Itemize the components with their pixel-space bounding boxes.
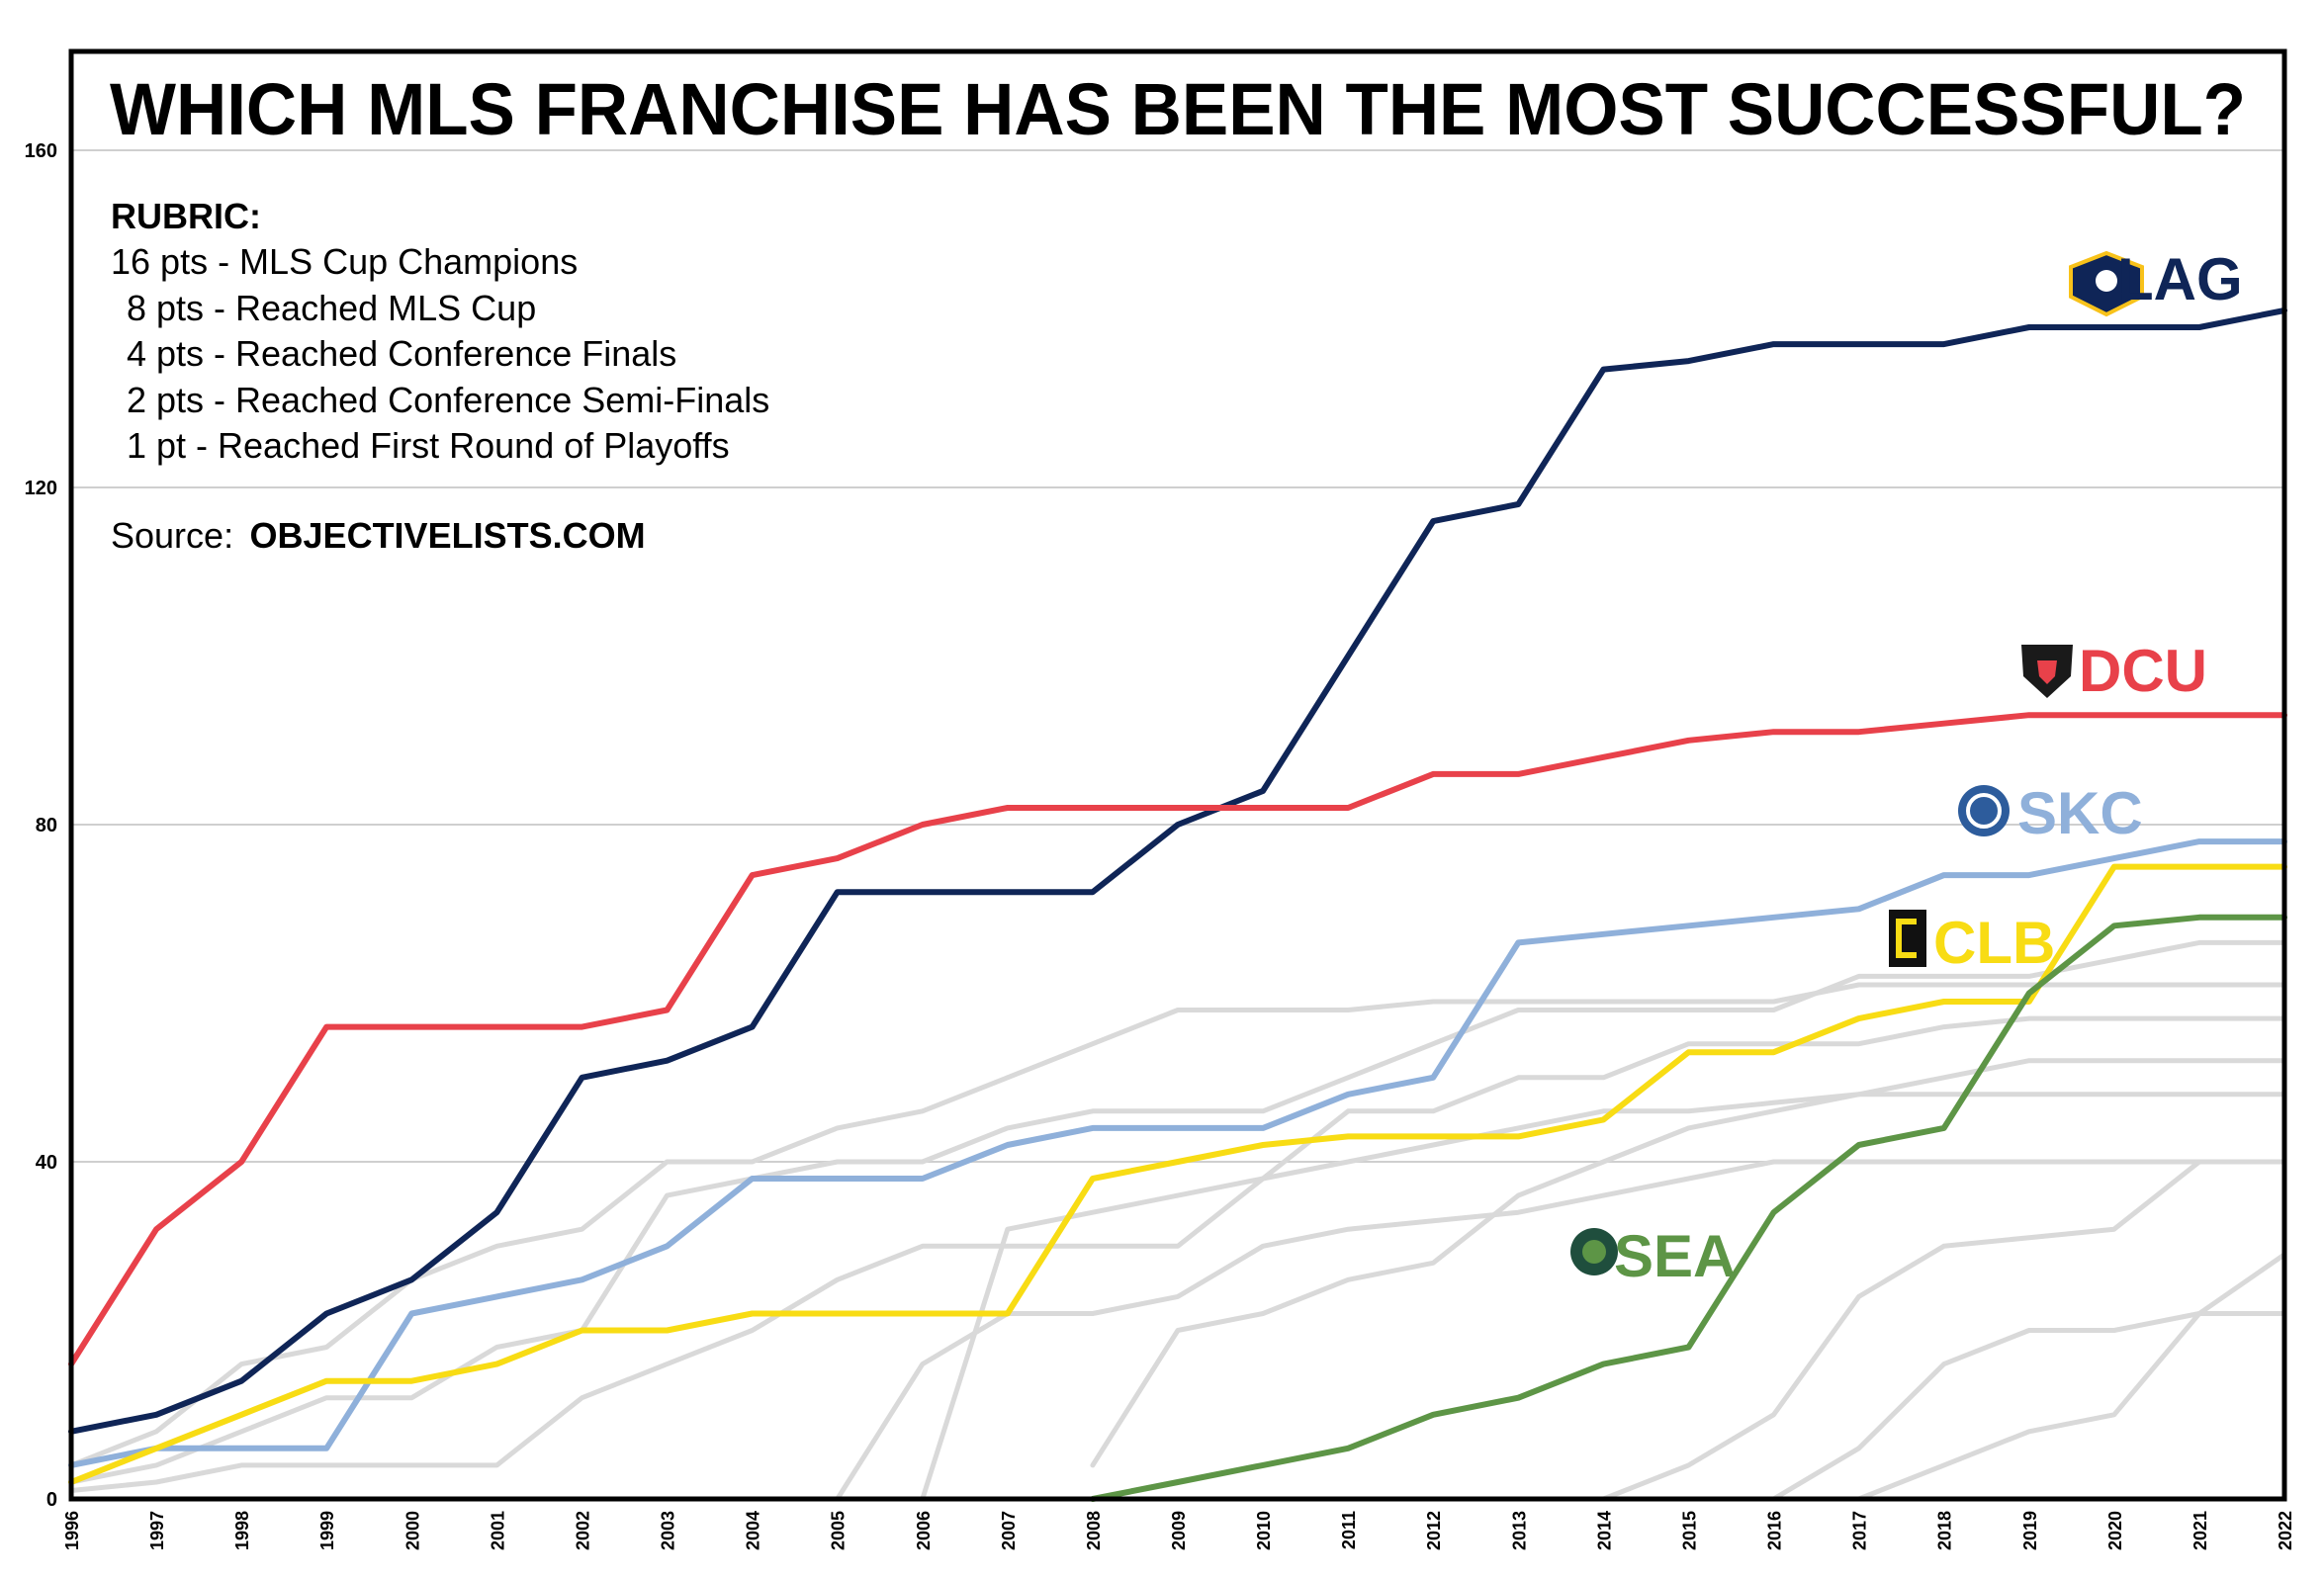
- highlighted-series: [68, 308, 2287, 1502]
- series-label-lag: LAG: [2117, 246, 2243, 312]
- x-tick-label: 2011: [1339, 1511, 1359, 1549]
- background-series: [68, 939, 2287, 1502]
- plot-frame: [68, 48, 2287, 1502]
- rubric-line: 8 pts - Reached MLS Cup: [127, 288, 536, 328]
- y-axis-ticks: 0 40 80 120 160: [25, 140, 57, 1511]
- series-line-other-1: [68, 982, 2287, 1468]
- x-tick-label: 2009: [1169, 1511, 1189, 1550]
- lag-logo-icon: [2069, 250, 2144, 317]
- x-tick-label: 2012: [1424, 1511, 1444, 1550]
- series-line-other-7: [1600, 1159, 2287, 1502]
- series-line-other-4: [835, 1092, 2287, 1502]
- rubric-box: RUBRIC: 16 pts - MLS Cup Champions 8 pts…: [111, 196, 769, 556]
- rubric-line: 4 pts - Reached Conference Finals: [127, 333, 676, 374]
- source-name: OBJECTIVELISTS.COM: [250, 515, 646, 556]
- x-tick-label: 2002: [573, 1511, 592, 1550]
- rubric-heading: RUBRIC:: [111, 196, 261, 236]
- dcu-logo-icon: [2021, 645, 2073, 698]
- source-line: Source: OBJECTIVELISTS.COM: [111, 515, 646, 556]
- y-tick-label: 0: [46, 1489, 57, 1511]
- series-line-other-2: [68, 939, 2287, 1485]
- x-tick-label: 2020: [2105, 1511, 2125, 1550]
- x-tick-label: 2021: [2190, 1511, 2210, 1550]
- series-line-lag: [68, 308, 2287, 1435]
- x-tick-label: 2010: [1254, 1511, 1274, 1550]
- y-tick-label: 40: [36, 1152, 57, 1174]
- x-tick-label: 2014: [1594, 1511, 1614, 1550]
- rubric-line: 2 pts - Reached Conference Semi-Finals: [127, 380, 769, 420]
- x-tick-label: 2004: [744, 1511, 763, 1550]
- x-tick-label: 2008: [1084, 1511, 1104, 1550]
- x-tick-label: 2001: [488, 1511, 507, 1550]
- sea-logo-icon: [1570, 1228, 1618, 1275]
- series-label-clb: CLB: [1933, 910, 2055, 976]
- x-tick-label: 2000: [402, 1511, 422, 1550]
- y-tick-label: 120: [25, 478, 57, 499]
- x-tick-label: 2018: [1935, 1511, 1955, 1550]
- skc-logo-icon: [1958, 785, 2010, 836]
- x-tick-label: 2022: [2276, 1511, 2295, 1550]
- series-line-other-3: [68, 1015, 2287, 1493]
- source-label: Source:: [111, 515, 233, 556]
- x-tick-label: 1997: [147, 1511, 167, 1550]
- x-tick-label: 2015: [1679, 1511, 1699, 1550]
- series-line-dcu: [68, 712, 2287, 1367]
- x-tick-label: 1999: [317, 1511, 337, 1550]
- x-tick-label: 2017: [1850, 1511, 1870, 1550]
- series-line-other-6: [1090, 1058, 2287, 1468]
- x-axis-ticks: 1996 1997 1998 1999 2000 2001 2002 2003 2004 2005…: [62, 1511, 2295, 1550]
- y-tick-label: 80: [36, 815, 57, 836]
- x-tick-label: 2006: [914, 1511, 934, 1550]
- y-tick-label: 160: [25, 140, 57, 162]
- series-label-dcu: DCU: [2079, 638, 2207, 704]
- chart-title: WHICH MLS FRANCHISE HAS BEEN THE MOST SU…: [110, 68, 2246, 150]
- x-tick-label: 2007: [999, 1511, 1019, 1550]
- series-line-skc: [68, 838, 2287, 1468]
- x-tick-label: 2003: [659, 1511, 678, 1550]
- rubric-line: 1 pt - Reached First Round of Playoffs: [127, 425, 730, 466]
- series-line-sea: [1089, 914, 2287, 1502]
- series-line-other-5: [835, 1159, 2287, 1502]
- x-tick-label: 1996: [62, 1511, 82, 1550]
- x-tick-label: 2016: [1765, 1511, 1785, 1550]
- clb-logo-icon: [1889, 910, 1926, 967]
- x-tick-label: 1998: [232, 1511, 252, 1550]
- series-labels: LAG DCU SKC CLB SEA: [1614, 246, 2243, 1289]
- series-line-other-8: [1771, 1311, 2287, 1502]
- rubric-line: 16 pts - MLS Cup Champions: [111, 241, 578, 282]
- series-line-clb: [68, 863, 2287, 1485]
- series-label-sea: SEA: [1614, 1223, 1736, 1289]
- x-tick-label: 2019: [2020, 1511, 2040, 1550]
- x-tick-label: 2013: [1509, 1511, 1529, 1550]
- x-tick-label: 2005: [829, 1511, 849, 1550]
- series-line-other-9: [1856, 1252, 2287, 1502]
- series-label-skc: SKC: [2017, 780, 2143, 846]
